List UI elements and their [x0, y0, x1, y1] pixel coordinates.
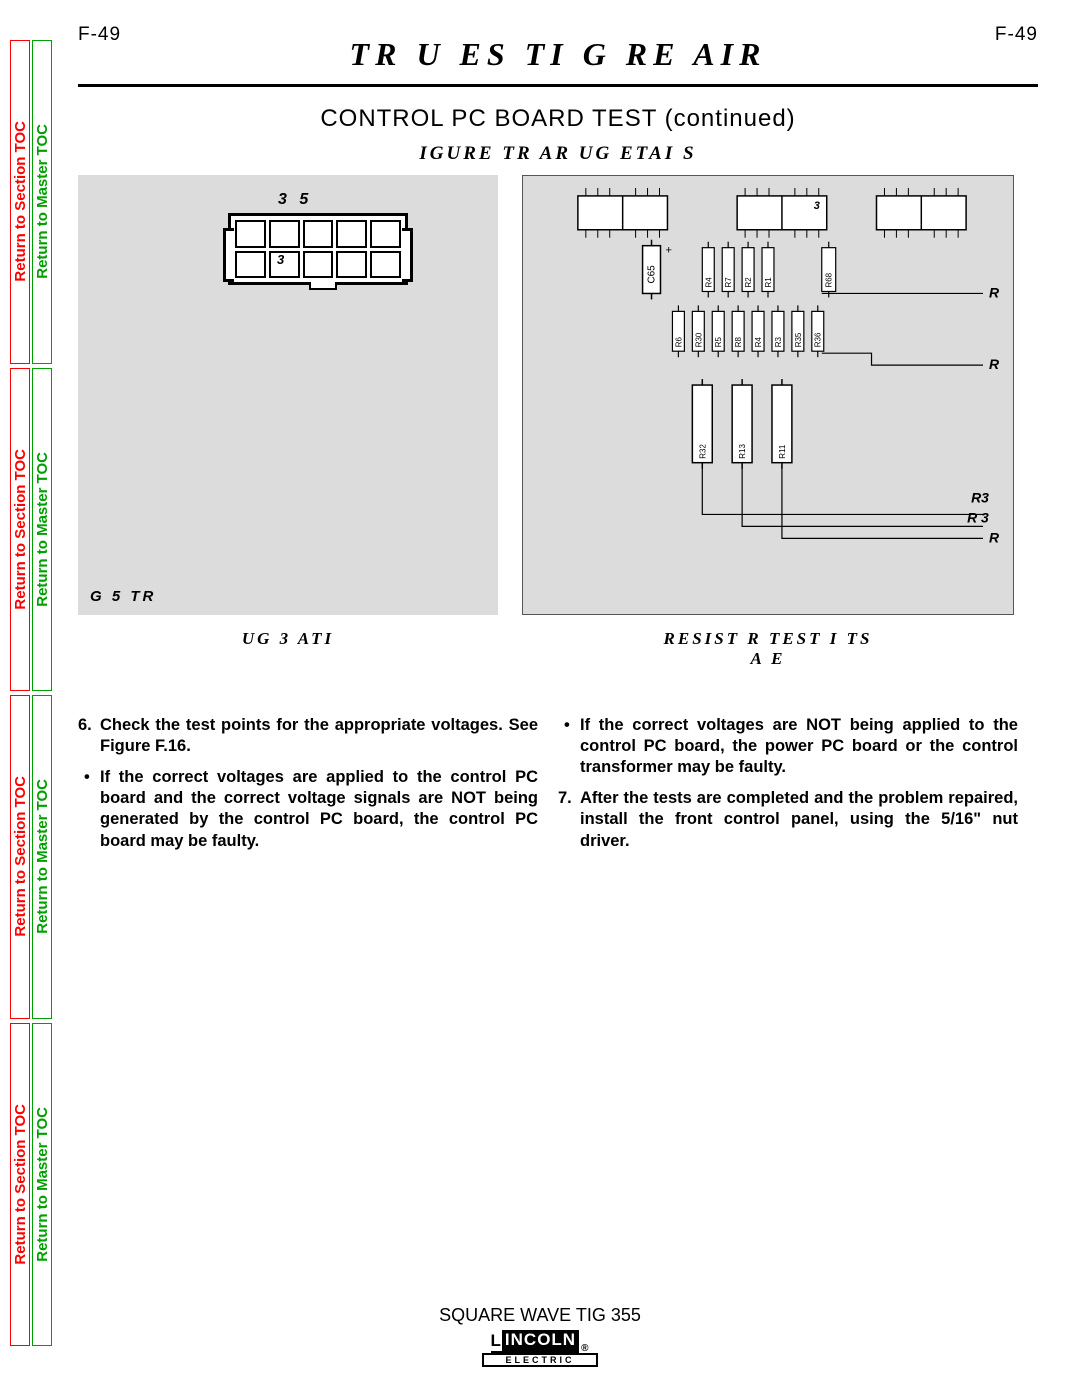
- return-section-toc-4[interactable]: Return to Section TOC: [10, 1023, 30, 1347]
- chip-label: 3: [814, 200, 820, 212]
- test-subtitle: CONTROL PC BOARD TEST (continued): [78, 105, 1038, 133]
- cap-c65-label: C65: [647, 265, 658, 284]
- right-bullet-text: If the correct voltages are NOT being ap…: [580, 715, 1018, 778]
- logo-incoln: INCOLN: [502, 1330, 579, 1354]
- r-label-top: R: [989, 284, 999, 300]
- section-toc-column: Return to Section TOC Return to Section …: [10, 38, 32, 1348]
- svg-text:R4: R4: [754, 336, 763, 347]
- side-tabs: Return to Section TOC Return to Section …: [10, 38, 56, 1348]
- step-7: 7. After the tests are completed and the…: [558, 788, 1018, 851]
- body-col-right: • If the correct voltages are NOT being …: [558, 715, 1018, 862]
- left-bullet: • If the correct voltages are applied to…: [78, 767, 538, 851]
- bullet-icon: •: [564, 715, 580, 778]
- svg-text:R2: R2: [744, 277, 753, 288]
- logo-top: LINCOLN®: [482, 1330, 598, 1354]
- return-section-toc-1[interactable]: Return to Section TOC: [10, 40, 30, 364]
- return-section-toc-3[interactable]: Return to Section TOC: [10, 695, 30, 1019]
- page-content: F-49 F-49 TR U ES TI G RE AIR CONTROL PC…: [78, 24, 1038, 862]
- tab-label: Return to Section TOC: [12, 449, 29, 610]
- logo-registered: ®: [581, 1343, 589, 1354]
- svg-text:R1: R1: [764, 277, 773, 288]
- master-toc-column: Return to Master TOC Return to Master TO…: [32, 38, 54, 1348]
- figure-plug-box: 3 5 3 G 5 TR: [78, 175, 498, 615]
- tab-label: Return to Section TOC: [12, 1104, 29, 1265]
- lincoln-logo: LINCOLN® ELECTRIC: [482, 1330, 598, 1367]
- figure-title: IGURE TR AR UG ETAI S: [78, 143, 1038, 165]
- r-label-r-3: R 3: [967, 509, 989, 525]
- tab-label: Return to Master TOC: [34, 124, 51, 279]
- step-6-text: Check the test points for the appropriat…: [100, 715, 538, 757]
- plug-inside-label: 3: [277, 252, 284, 267]
- return-section-toc-2[interactable]: Return to Section TOC: [10, 368, 30, 692]
- board-svg: 3 C65 + R4R7R2R1R68 R6R30R5R8R4R3R35R36 …: [523, 176, 1013, 614]
- svg-text:R3: R3: [774, 336, 783, 347]
- return-master-toc-3[interactable]: Return to Master TOC: [32, 695, 52, 1019]
- tab-label: Return to Master TOC: [34, 1107, 51, 1262]
- step-7-number: 7.: [558, 788, 580, 851]
- figure-right-caption: RESIST R TEST I TS A E: [522, 629, 1014, 669]
- svg-text:R5: R5: [714, 336, 723, 347]
- plug-top-label: 3 5: [278, 191, 312, 209]
- header-rule: [78, 84, 1038, 87]
- figure-left-bottom-label: G 5 TR: [90, 588, 156, 605]
- plug-connector: 3: [228, 213, 408, 285]
- tab-label: Return to Section TOC: [12, 121, 29, 282]
- svg-text:R8: R8: [734, 336, 743, 347]
- step-6: 6. Check the test points for the appropr…: [78, 715, 538, 757]
- plug-notch: [309, 282, 337, 290]
- svg-text:R30: R30: [694, 332, 703, 347]
- svg-text:R35: R35: [794, 332, 803, 347]
- tab-label: Return to Section TOC: [12, 776, 29, 937]
- left-bullet-text: If the correct voltages are applied to t…: [100, 767, 538, 851]
- return-master-toc-4[interactable]: Return to Master TOC: [32, 1023, 52, 1347]
- plug-pin-grid: [235, 220, 401, 278]
- return-master-toc-2[interactable]: Return to Master TOC: [32, 368, 52, 692]
- tab-label: Return to Master TOC: [34, 452, 51, 607]
- svg-text:R4: R4: [704, 277, 713, 288]
- r-label-r3: R3: [971, 490, 989, 506]
- section-title: TR U ES TI G RE AIR: [78, 36, 1038, 73]
- product-name: SQUARE WAVE TIG 355: [0, 1305, 1080, 1326]
- r-label-mid: R: [989, 356, 999, 372]
- svg-text:+: +: [665, 245, 671, 257]
- svg-text:R7: R7: [724, 277, 733, 288]
- body-columns: 6. Check the test points for the appropr…: [78, 715, 1038, 862]
- svg-text:R68: R68: [825, 272, 834, 287]
- step-7-text: After the tests are completed and the pr…: [580, 788, 1018, 851]
- body-col-left: 6. Check the test points for the appropr…: [78, 715, 538, 862]
- right-cap-line1: RESIST R TEST I TS: [664, 629, 873, 648]
- page-footer: SQUARE WAVE TIG 355 LINCOLN® ELECTRIC: [0, 1305, 1080, 1367]
- figure-board-box: 3 C65 + R4R7R2R1R68 R6R30R5R8R4R3R35R36 …: [522, 175, 1014, 615]
- figure-left-caption: UG 3 ATI: [78, 629, 498, 669]
- svg-text:R32: R32: [698, 444, 707, 459]
- r-label-bot: R: [989, 529, 999, 545]
- svg-text:R11: R11: [778, 444, 787, 459]
- tab-label: Return to Master TOC: [34, 779, 51, 934]
- bullet-icon: •: [84, 767, 100, 851]
- step-6-number: 6.: [78, 715, 100, 757]
- svg-text:R13: R13: [738, 444, 747, 459]
- figure-captions: UG 3 ATI RESIST R TEST I TS A E: [78, 629, 1038, 669]
- return-master-toc-1[interactable]: Return to Master TOC: [32, 40, 52, 364]
- right-bullet: • If the correct voltages are NOT being …: [558, 715, 1018, 778]
- svg-text:R6: R6: [674, 336, 683, 347]
- svg-text:R36: R36: [814, 332, 823, 347]
- logo-l: L: [491, 1331, 502, 1354]
- right-cap-line2: A E: [751, 649, 786, 668]
- logo-sub: ELECTRIC: [482, 1353, 598, 1367]
- figure-row: 3 5 3 G 5 TR: [78, 175, 1038, 615]
